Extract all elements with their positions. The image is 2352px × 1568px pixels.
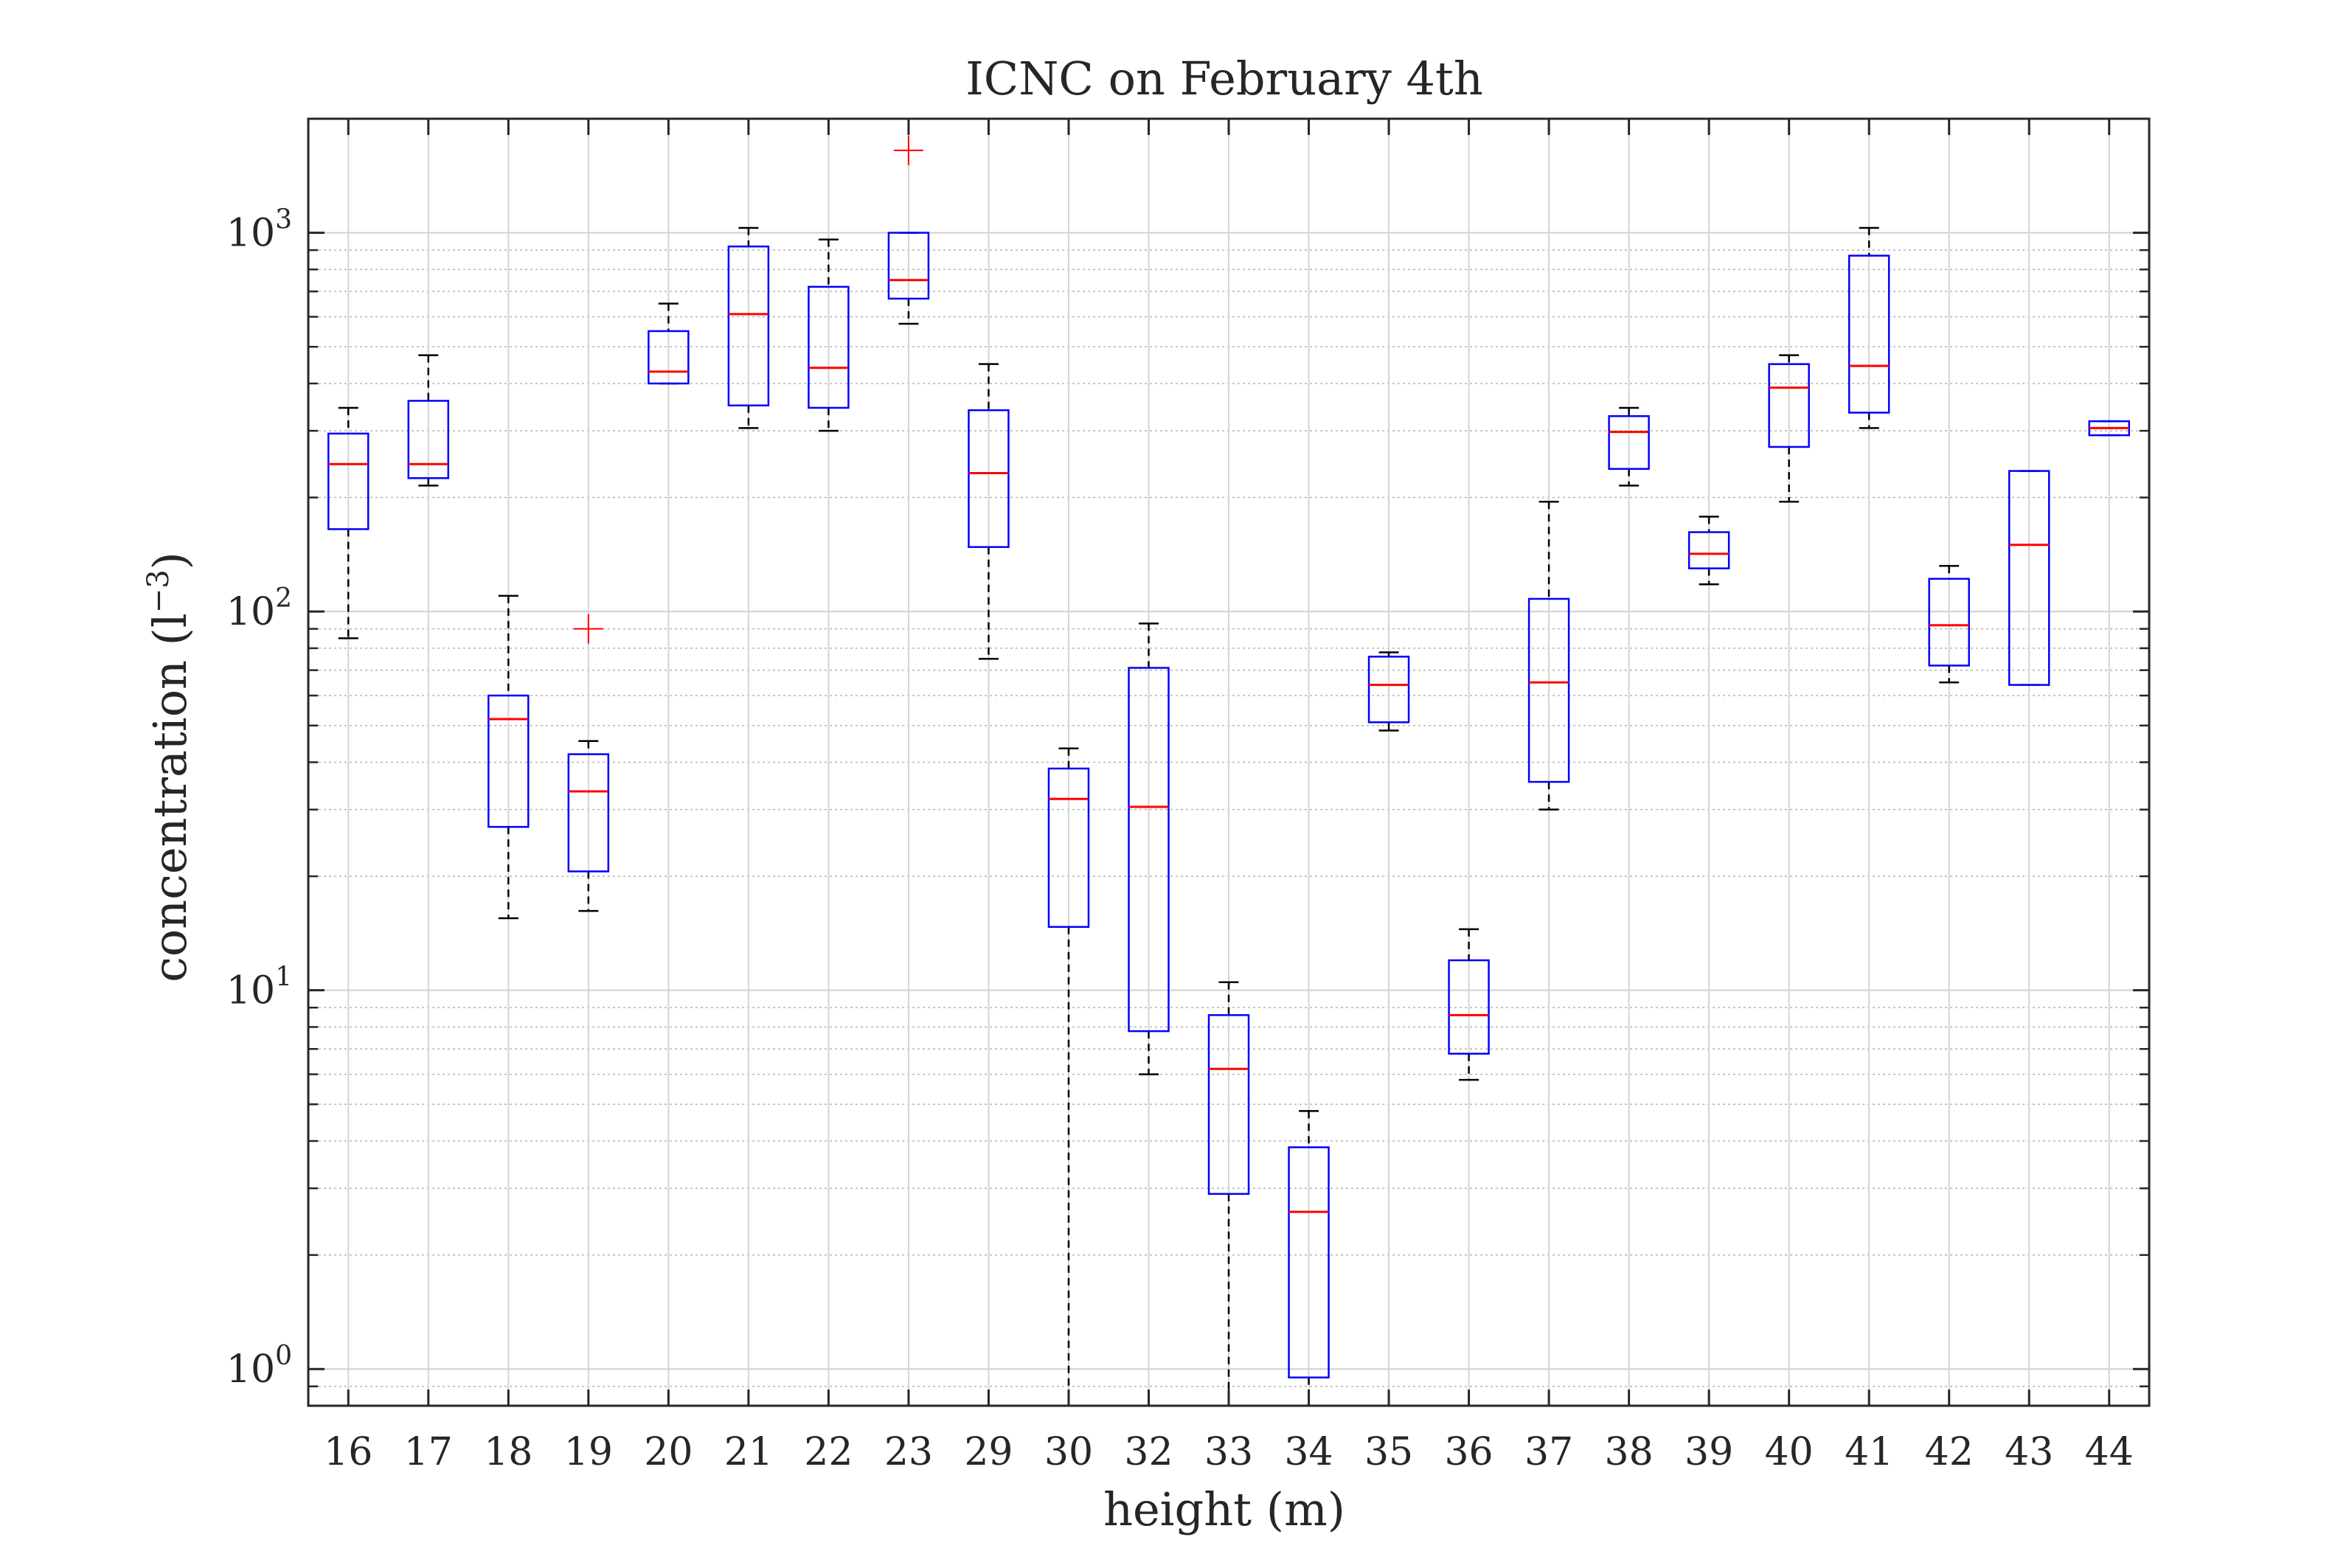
- box-20: [648, 302, 690, 385]
- x-tick-label: 43: [2005, 1430, 2053, 1474]
- box-iqr: [1448, 959, 1490, 1055]
- labels: ICNC on February 4th height (m) concentr…: [142, 52, 1483, 1536]
- boxes: [327, 135, 2130, 1406]
- y-axis-label-exponent: −3: [142, 569, 176, 613]
- x-tick-label: 23: [884, 1430, 933, 1474]
- box-32: [1128, 622, 1170, 1075]
- box-iqr: [407, 400, 450, 479]
- box-iqr: [1527, 597, 1570, 783]
- x-tick-label: 37: [1524, 1430, 1573, 1474]
- y-tick-label: 102: [226, 583, 292, 634]
- box-33: [1207, 981, 1250, 1406]
- y-tick-label: 103: [226, 205, 292, 256]
- y-tick-label-base: 10: [226, 969, 275, 1013]
- box-36: [1448, 928, 1490, 1081]
- box-43: [2008, 470, 2050, 686]
- y-tick-label-exponent: 2: [275, 583, 292, 614]
- box-iqr: [1848, 254, 1890, 414]
- box-42: [1928, 564, 1970, 684]
- y-tick-label-exponent: 1: [275, 962, 292, 993]
- box-iqr: [1928, 577, 1970, 667]
- box-iqr: [727, 245, 770, 406]
- box-iqr: [488, 694, 530, 828]
- x-tick-label: 36: [1444, 1430, 1493, 1474]
- box-iqr: [968, 409, 1010, 548]
- x-tick-label: 44: [2085, 1430, 2134, 1474]
- x-tick-label: 18: [484, 1430, 533, 1474]
- y-tick-label: 101: [226, 962, 292, 1013]
- box-44: [2088, 420, 2130, 437]
- box-18: [488, 594, 530, 920]
- box-iqr: [887, 232, 930, 300]
- box-19: [567, 614, 610, 912]
- box-35: [1367, 651, 1410, 732]
- x-tick-label: 40: [1765, 1430, 1814, 1474]
- x-tick-label: 17: [404, 1430, 453, 1474]
- box-iqr: [1768, 363, 1810, 448]
- y-axis-label-main: concentration (l: [143, 613, 197, 982]
- x-tick-label: 35: [1364, 1430, 1413, 1474]
- box-41: [1848, 226, 1890, 429]
- x-tick-label: 33: [1204, 1430, 1253, 1474]
- box-iqr: [327, 432, 370, 530]
- box-39: [1687, 516, 1730, 586]
- y-tick-label-base: 10: [226, 590, 275, 634]
- y-axis-label: concentration (l−3): [142, 552, 197, 982]
- box-23: [887, 135, 930, 325]
- y-tick-label-base: 10: [226, 1347, 275, 1392]
- box-37: [1527, 500, 1570, 811]
- box-40: [1768, 354, 1810, 503]
- box-30: [1047, 747, 1090, 1406]
- box-17: [407, 354, 450, 487]
- box-iqr: [808, 285, 850, 409]
- box-iqr: [1047, 767, 1090, 929]
- x-tick-label: 20: [644, 1430, 693, 1474]
- box-iqr: [1367, 656, 1410, 724]
- x-tick-label: 38: [1605, 1430, 1654, 1474]
- box-iqr: [1687, 531, 1730, 569]
- box-iqr: [1608, 414, 1650, 470]
- box-iqr: [1288, 1146, 1330, 1378]
- box-38: [1608, 406, 1650, 487]
- chart-title: ICNC on February 4th: [965, 52, 1483, 105]
- x-tick-label: 34: [1284, 1430, 1333, 1474]
- x-tick-label: 22: [804, 1430, 853, 1474]
- box-16: [327, 406, 370, 639]
- y-tick-label-base: 10: [226, 212, 275, 256]
- x-tick-label: 41: [1845, 1430, 1893, 1474]
- box-iqr: [648, 330, 690, 385]
- box-21: [727, 226, 770, 429]
- x-tick-label: 39: [1685, 1430, 1733, 1474]
- box-iqr: [1128, 667, 1170, 1033]
- x-tick-label: 42: [1925, 1430, 1974, 1474]
- y-tick-label-exponent: 3: [275, 205, 292, 235]
- box-iqr: [2008, 470, 2050, 686]
- box-iqr: [567, 753, 610, 873]
- x-tick-label: 32: [1124, 1430, 1173, 1474]
- y-tick-label-exponent: 0: [275, 1341, 292, 1371]
- x-tick-label: 30: [1044, 1430, 1093, 1474]
- y-axis-label-close: ): [143, 552, 197, 569]
- x-axis-label: height (m): [1103, 1482, 1345, 1536]
- x-tick-label: 19: [564, 1430, 613, 1474]
- x-tick-label: 16: [324, 1430, 372, 1474]
- box-29: [968, 363, 1010, 660]
- x-tick-label: 29: [964, 1430, 1013, 1474]
- box-22: [808, 238, 850, 432]
- x-tick-label: 21: [724, 1430, 773, 1474]
- y-tick-label: 100: [226, 1341, 292, 1392]
- box-iqr: [1207, 1014, 1250, 1196]
